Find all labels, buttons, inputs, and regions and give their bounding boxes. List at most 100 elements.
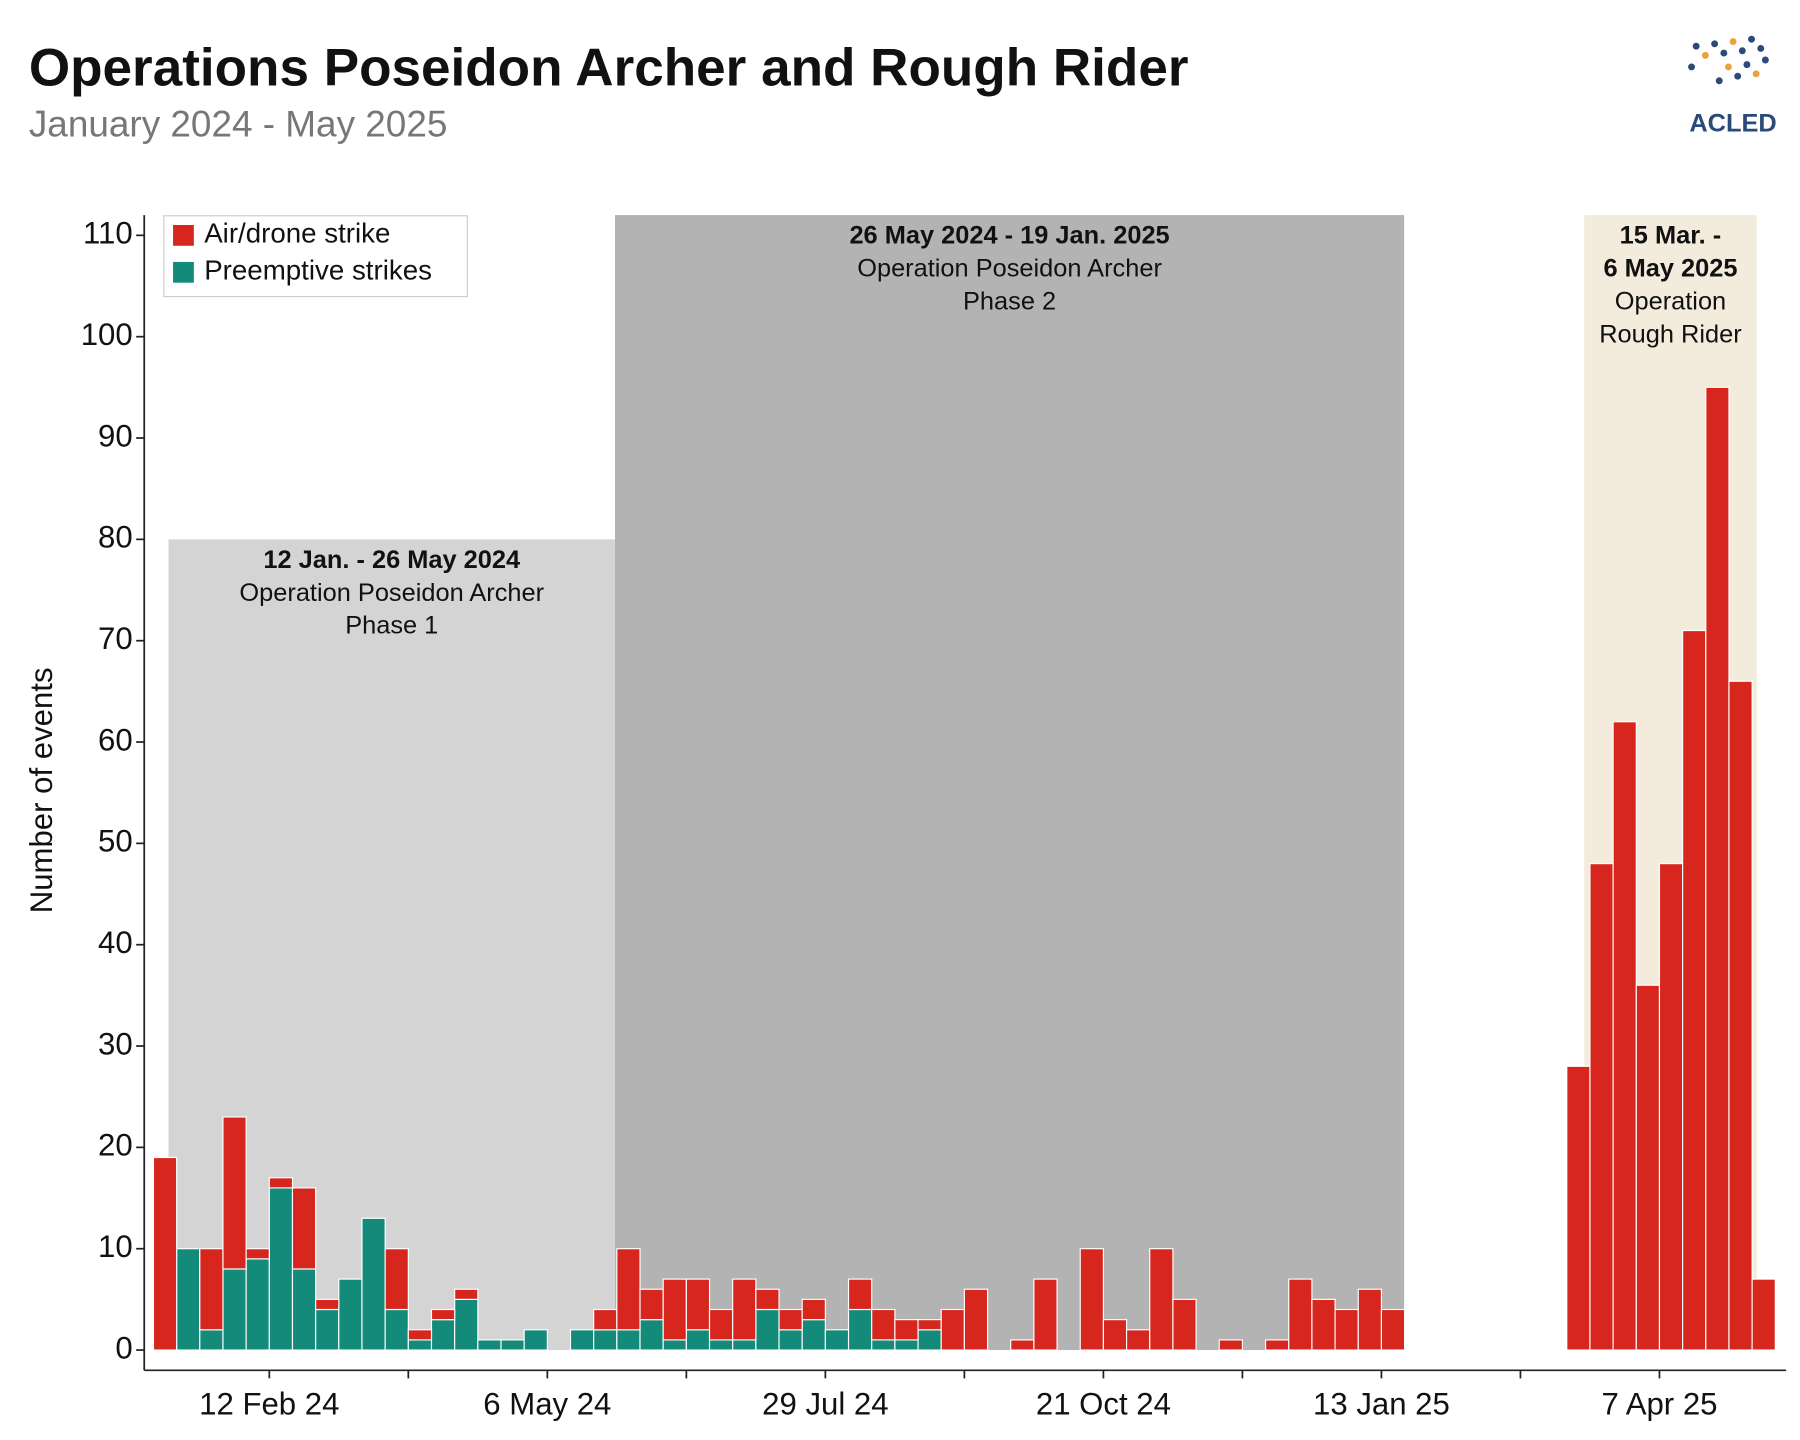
bar-segment	[222, 1116, 247, 1270]
bar-segment	[523, 1329, 548, 1351]
bar-segment	[315, 1298, 340, 1311]
bar-segment	[662, 1339, 687, 1351]
bar-segment	[245, 1258, 270, 1351]
bar-segment	[801, 1298, 826, 1321]
bar-segment	[778, 1329, 803, 1351]
bar-segment	[338, 1278, 363, 1351]
bar-segment	[291, 1268, 317, 1351]
bar-segment	[268, 1177, 294, 1189]
bar-segment	[1566, 1065, 1591, 1351]
bar-segment	[685, 1329, 711, 1351]
plot: 0 10 20 30 40 50 60 70 80 90 100 110 12 Feb 24 6 May …	[81, 215, 1787, 1421]
bar-segment	[871, 1339, 896, 1351]
bar-segment	[1334, 1308, 1359, 1351]
bar-segment	[847, 1278, 873, 1311]
period-label: Operation Poseidon Archer	[239, 579, 544, 607]
legend-swatch	[173, 225, 194, 246]
bar-segment	[407, 1339, 433, 1351]
bar-segment	[708, 1308, 734, 1341]
legend-label: Air/drone strike	[204, 218, 390, 249]
bar-segment	[963, 1288, 989, 1351]
period-label: Operation	[1615, 287, 1726, 315]
bar-segment	[1705, 386, 1730, 1351]
x-tick-label: 13 Jan 25	[1313, 1386, 1450, 1421]
x-tick-label: 6 May 24	[483, 1386, 611, 1421]
y-tick-label: 0	[115, 1330, 132, 1365]
bar-segment	[778, 1308, 803, 1331]
bar-segment	[1589, 863, 1614, 1351]
bar-segment	[430, 1308, 456, 1321]
bar-segment	[685, 1278, 711, 1331]
bar-segment	[315, 1308, 340, 1351]
bar-segment	[430, 1319, 456, 1351]
bar-segment	[732, 1278, 757, 1341]
bar-segment	[1172, 1298, 1197, 1351]
bar-segment	[894, 1319, 919, 1341]
bar-segment	[1265, 1339, 1290, 1351]
chart-title: Operations Poseidon Archer and Rough Rid…	[29, 39, 1189, 98]
chart-subtitle: January 2024 - May 2025	[29, 104, 448, 145]
period-date: 12 Jan. - 26 May 2024	[263, 546, 520, 574]
bar-segment	[847, 1308, 873, 1351]
bar-segment	[662, 1278, 687, 1341]
period-date: 26 May 2024 - 19 Jan. 2025	[849, 222, 1169, 250]
bar-segment	[593, 1329, 618, 1351]
bar-segment	[1125, 1329, 1151, 1351]
bar-segment	[569, 1329, 595, 1351]
bar-segment	[176, 1248, 201, 1351]
bar-segment	[1149, 1248, 1174, 1351]
legend-swatch	[173, 261, 194, 283]
legend-label: Preemptive strikes	[204, 255, 432, 286]
period-date: 6 May 2025	[1603, 255, 1737, 283]
bar-segment	[454, 1298, 479, 1351]
bar-segment	[708, 1339, 734, 1351]
x-tick-label: 12 Feb 24	[199, 1386, 339, 1421]
bar-segment	[1079, 1248, 1104, 1351]
bar-segment	[871, 1308, 896, 1341]
bar-segment	[268, 1187, 294, 1351]
logo-dots	[1688, 35, 1769, 85]
bar-segment	[291, 1187, 317, 1270]
bar-segment	[639, 1319, 664, 1351]
bar-segment	[1102, 1319, 1128, 1351]
bar-segment	[1218, 1339, 1243, 1351]
legend-box	[163, 215, 468, 298]
bar-segment	[616, 1329, 641, 1351]
bar-segment	[755, 1288, 780, 1311]
bar-segment	[940, 1308, 965, 1351]
y-tick-label: 100	[81, 317, 133, 352]
y-tick-label: 110	[83, 216, 133, 251]
bar-segment	[732, 1339, 757, 1351]
bar-segment	[1288, 1278, 1313, 1351]
y-axis-label: Number of events	[24, 667, 59, 913]
bar-segment	[361, 1217, 386, 1351]
x-tick-label: 29 Jul 24	[762, 1386, 888, 1421]
y-tick-label: 10	[98, 1229, 133, 1264]
bar-segment	[1728, 680, 1753, 1351]
bar-segment	[593, 1308, 618, 1331]
bar-segment	[384, 1308, 409, 1351]
period-label: Operation Poseidon Archer	[857, 255, 1162, 283]
bar-segment	[1612, 721, 1637, 1351]
bar-segment	[801, 1319, 826, 1351]
bar-segment	[616, 1248, 641, 1331]
y-tick-label: 90	[98, 418, 133, 453]
bar-segment	[500, 1339, 525, 1351]
bar-segment	[894, 1339, 919, 1351]
y-tick-label: 80	[98, 520, 133, 555]
bar-segment	[199, 1329, 224, 1351]
bar-segment	[1682, 629, 1707, 1351]
x-tick-label: 21 Oct 24	[1036, 1386, 1171, 1421]
logo-text: ACLED	[1689, 109, 1776, 137]
bar-segment	[917, 1319, 942, 1331]
bar-segment	[407, 1329, 433, 1341]
bar-segment	[1311, 1298, 1336, 1351]
y-tick-label: 20	[98, 1128, 133, 1163]
bar-segment	[1751, 1278, 1776, 1351]
bar-segment	[1357, 1288, 1383, 1351]
legend: Air/drone strike Preemptive strikes	[163, 215, 468, 298]
bar-segment	[245, 1248, 270, 1260]
y-tick-label: 40	[98, 925, 133, 960]
